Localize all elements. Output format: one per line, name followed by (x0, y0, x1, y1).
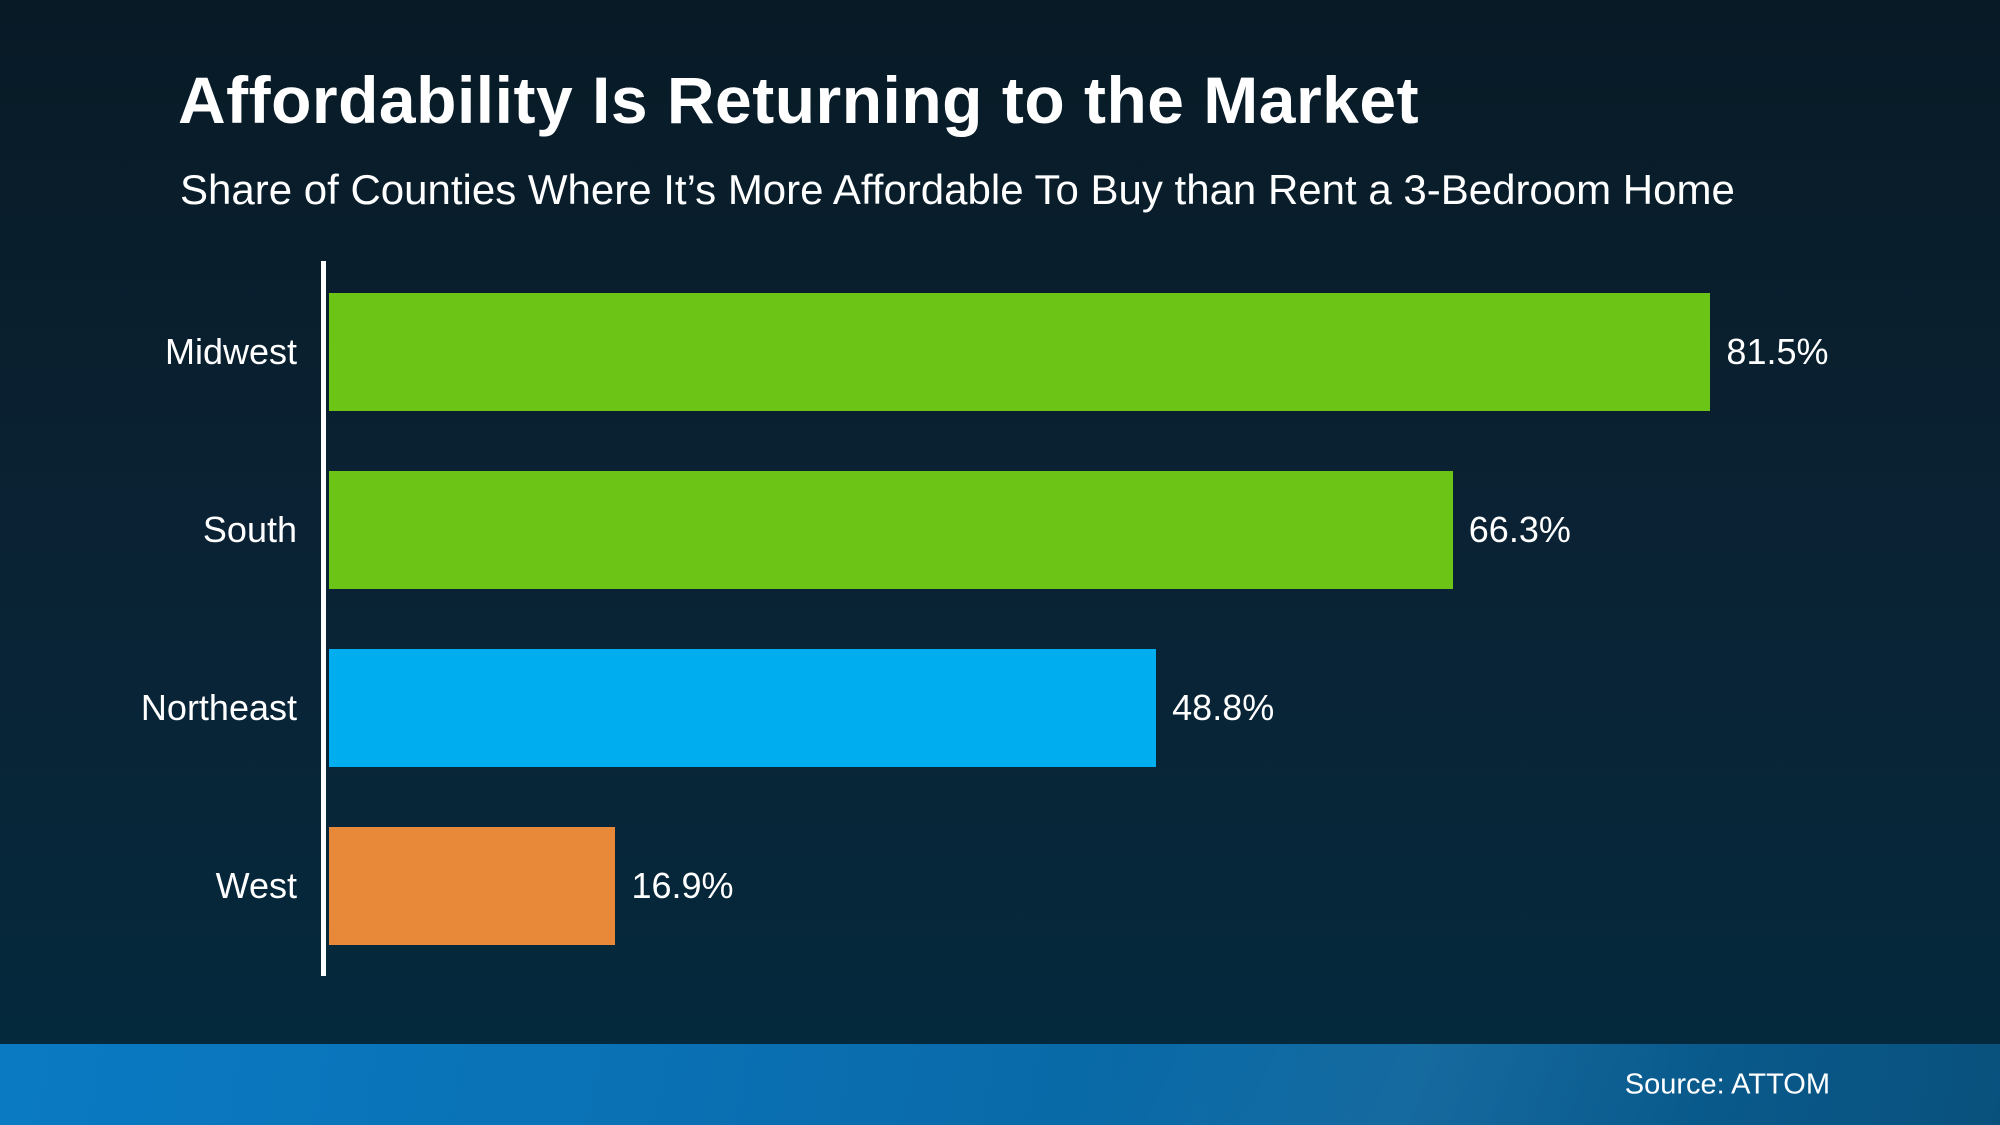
bar-track: 81.5% (329, 293, 2000, 411)
y-axis-line (321, 261, 326, 976)
footer-sheen (0, 1044, 2000, 1125)
bar-track: 66.3% (329, 471, 2000, 589)
value-label-northeast: 48.8% (1172, 687, 1275, 728)
bar-row-south: South 66.3% (0, 471, 2000, 589)
chart-title: Affordability Is Returning to the Market (178, 63, 1420, 137)
bar-chart: Midwest 81.5% South 66.3% Northeast 48.8… (0, 293, 2000, 1005)
category-label-northeast: Northeast (140, 687, 297, 728)
footer-bar: Source: ATTOM (0, 1044, 2000, 1125)
category-label-west: West (215, 865, 297, 906)
category-label-midwest: Midwest (164, 331, 297, 372)
bar-row-midwest: Midwest 81.5% (0, 293, 2000, 411)
bar-midwest (329, 293, 1711, 411)
bar-west (329, 827, 616, 945)
bar-track: 48.8% (329, 649, 2000, 767)
bar-row-west: West 16.9% (0, 827, 2000, 945)
value-label-south: 66.3% (1468, 509, 1571, 550)
bar-northeast (329, 649, 1157, 767)
bar-row-northeast: Northeast 48.8% (0, 649, 2000, 767)
value-label-west: 16.9% (631, 865, 734, 906)
value-label-midwest: 81.5% (1726, 331, 1829, 372)
bar-track: 16.9% (329, 827, 2000, 945)
chart-subtitle: Share of Counties Where It’s More Afford… (180, 166, 1735, 213)
source-attribution: Source: ATTOM (1624, 1068, 1830, 1100)
category-label-south: South (202, 509, 297, 550)
bar-south (329, 471, 1453, 589)
